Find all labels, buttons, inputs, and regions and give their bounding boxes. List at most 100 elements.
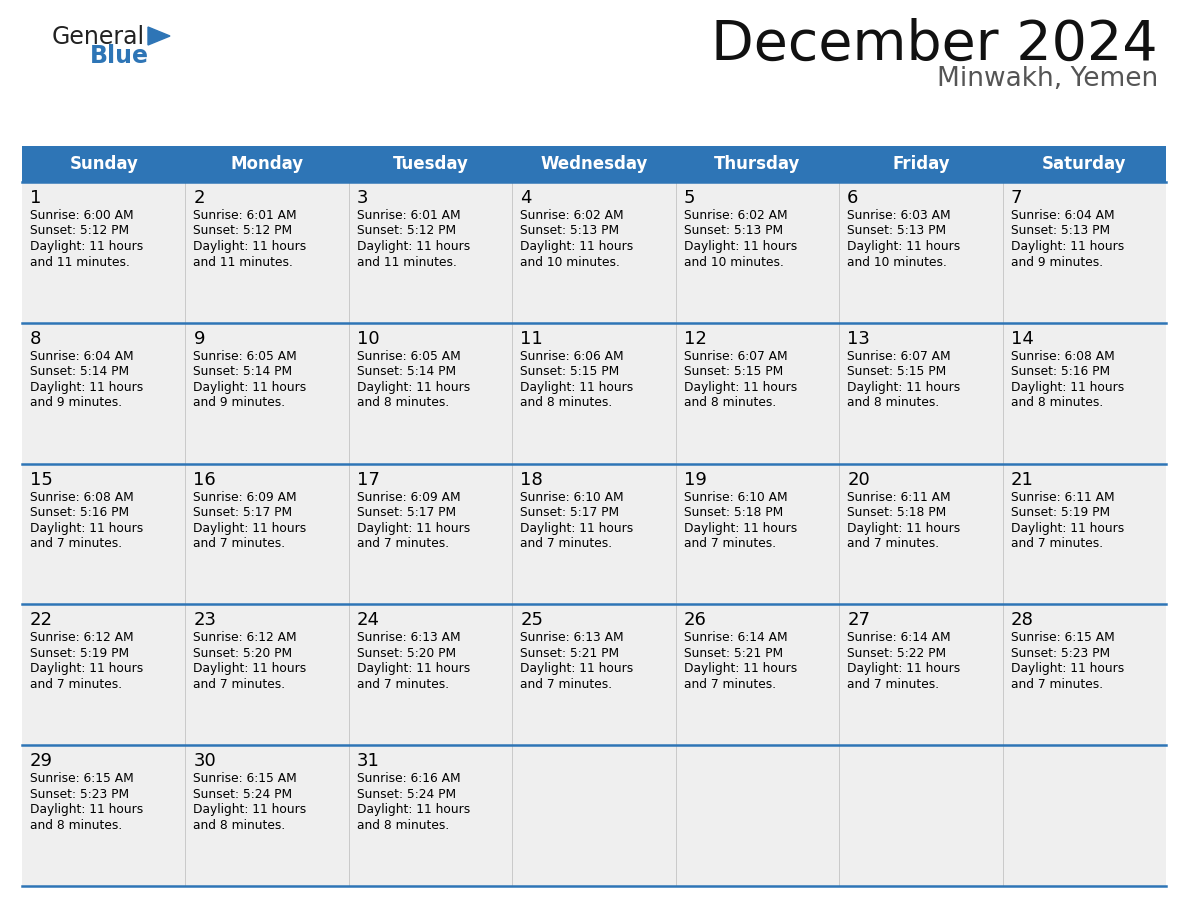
Text: Sunrise: 6:09 AM: Sunrise: 6:09 AM	[356, 490, 461, 504]
Text: 30: 30	[194, 752, 216, 770]
Text: Sunset: 5:12 PM: Sunset: 5:12 PM	[356, 225, 456, 238]
Text: 5: 5	[684, 189, 695, 207]
Text: Daylight: 11 hours: Daylight: 11 hours	[30, 381, 144, 394]
Text: Sunrise: 6:15 AM: Sunrise: 6:15 AM	[1011, 632, 1114, 644]
Text: and 7 minutes.: and 7 minutes.	[520, 677, 612, 691]
Text: and 11 minutes.: and 11 minutes.	[356, 255, 456, 268]
Text: and 7 minutes.: and 7 minutes.	[684, 677, 776, 691]
Text: Sunset: 5:15 PM: Sunset: 5:15 PM	[847, 365, 947, 378]
Text: Sunset: 5:16 PM: Sunset: 5:16 PM	[1011, 365, 1110, 378]
Text: 20: 20	[847, 471, 870, 488]
Text: Daylight: 11 hours: Daylight: 11 hours	[847, 521, 960, 534]
Bar	[23, 464, 1165, 604]
Text: and 8 minutes.: and 8 minutes.	[847, 397, 940, 409]
Bar	[23, 604, 1165, 745]
Text: 19: 19	[684, 471, 707, 488]
Text: 8: 8	[30, 330, 42, 348]
Text: Sunset: 5:13 PM: Sunset: 5:13 PM	[684, 225, 783, 238]
Text: Sunset: 5:13 PM: Sunset: 5:13 PM	[520, 225, 619, 238]
Text: and 11 minutes.: and 11 minutes.	[30, 255, 129, 268]
Text: Sunrise: 6:14 AM: Sunrise: 6:14 AM	[684, 632, 788, 644]
Text: Sunset: 5:21 PM: Sunset: 5:21 PM	[684, 647, 783, 660]
Text: Sunset: 5:18 PM: Sunset: 5:18 PM	[684, 506, 783, 519]
Text: and 9 minutes.: and 9 minutes.	[30, 397, 122, 409]
Text: Sunrise: 6:02 AM: Sunrise: 6:02 AM	[684, 209, 788, 222]
Text: and 7 minutes.: and 7 minutes.	[30, 537, 122, 550]
Text: Daylight: 11 hours: Daylight: 11 hours	[847, 381, 960, 394]
Text: Sunset: 5:17 PM: Sunset: 5:17 PM	[194, 506, 292, 519]
Text: Sunrise: 6:13 AM: Sunrise: 6:13 AM	[356, 632, 461, 644]
Text: Sunrise: 6:05 AM: Sunrise: 6:05 AM	[356, 350, 461, 363]
Text: Sunset: 5:20 PM: Sunset: 5:20 PM	[194, 647, 292, 660]
Text: and 8 minutes.: and 8 minutes.	[194, 819, 285, 832]
Text: Sunset: 5:15 PM: Sunset: 5:15 PM	[684, 365, 783, 378]
Text: and 9 minutes.: and 9 minutes.	[194, 397, 285, 409]
Text: and 10 minutes.: and 10 minutes.	[847, 255, 947, 268]
Text: Daylight: 11 hours: Daylight: 11 hours	[684, 521, 797, 534]
Text: 4: 4	[520, 189, 532, 207]
Text: Monday: Monday	[230, 155, 304, 173]
Text: Daylight: 11 hours: Daylight: 11 hours	[684, 663, 797, 676]
Text: Sunset: 5:14 PM: Sunset: 5:14 PM	[194, 365, 292, 378]
Text: Minwakh, Yemen: Minwakh, Yemen	[937, 66, 1158, 92]
Text: Sunset: 5:16 PM: Sunset: 5:16 PM	[30, 506, 129, 519]
Text: 10: 10	[356, 330, 379, 348]
Text: Daylight: 11 hours: Daylight: 11 hours	[520, 521, 633, 534]
Text: Sunrise: 6:07 AM: Sunrise: 6:07 AM	[847, 350, 950, 363]
Text: Daylight: 11 hours: Daylight: 11 hours	[356, 240, 470, 253]
Text: and 7 minutes.: and 7 minutes.	[847, 537, 940, 550]
Text: Daylight: 11 hours: Daylight: 11 hours	[30, 663, 144, 676]
Text: Sunset: 5:14 PM: Sunset: 5:14 PM	[30, 365, 129, 378]
Text: Daylight: 11 hours: Daylight: 11 hours	[356, 803, 470, 816]
Text: Sunset: 5:13 PM: Sunset: 5:13 PM	[847, 225, 947, 238]
Text: Daylight: 11 hours: Daylight: 11 hours	[1011, 663, 1124, 676]
Text: Sunset: 5:14 PM: Sunset: 5:14 PM	[356, 365, 456, 378]
Bar	[23, 146, 1165, 182]
Text: Daylight: 11 hours: Daylight: 11 hours	[356, 381, 470, 394]
Text: Sunrise: 6:04 AM: Sunrise: 6:04 AM	[1011, 209, 1114, 222]
Text: and 8 minutes.: and 8 minutes.	[30, 819, 122, 832]
Text: Wednesday: Wednesday	[541, 155, 647, 173]
Text: and 7 minutes.: and 7 minutes.	[194, 537, 285, 550]
Text: and 7 minutes.: and 7 minutes.	[684, 537, 776, 550]
Text: 14: 14	[1011, 330, 1034, 348]
Text: Blue: Blue	[90, 44, 148, 68]
Text: Sunrise: 6:15 AM: Sunrise: 6:15 AM	[30, 772, 134, 785]
Text: Sunrise: 6:00 AM: Sunrise: 6:00 AM	[30, 209, 133, 222]
Text: Sunset: 5:21 PM: Sunset: 5:21 PM	[520, 647, 619, 660]
Text: 9: 9	[194, 330, 204, 348]
Text: and 7 minutes.: and 7 minutes.	[847, 677, 940, 691]
Text: 22: 22	[30, 611, 53, 630]
Text: December 2024: December 2024	[712, 18, 1158, 72]
Text: Sunrise: 6:05 AM: Sunrise: 6:05 AM	[194, 350, 297, 363]
Text: and 8 minutes.: and 8 minutes.	[684, 397, 776, 409]
Text: Daylight: 11 hours: Daylight: 11 hours	[520, 240, 633, 253]
Text: and 7 minutes.: and 7 minutes.	[356, 537, 449, 550]
Text: Daylight: 11 hours: Daylight: 11 hours	[1011, 521, 1124, 534]
Text: 11: 11	[520, 330, 543, 348]
Text: Daylight: 11 hours: Daylight: 11 hours	[194, 240, 307, 253]
Text: 6: 6	[847, 189, 859, 207]
Text: Sunrise: 6:14 AM: Sunrise: 6:14 AM	[847, 632, 950, 644]
Text: and 9 minutes.: and 9 minutes.	[1011, 255, 1102, 268]
Text: Daylight: 11 hours: Daylight: 11 hours	[684, 381, 797, 394]
Text: Sunrise: 6:08 AM: Sunrise: 6:08 AM	[1011, 350, 1114, 363]
Text: Sunrise: 6:02 AM: Sunrise: 6:02 AM	[520, 209, 624, 222]
Text: and 7 minutes.: and 7 minutes.	[1011, 677, 1102, 691]
Text: Saturday: Saturday	[1042, 155, 1126, 173]
Text: Sunset: 5:23 PM: Sunset: 5:23 PM	[1011, 647, 1110, 660]
Text: and 7 minutes.: and 7 minutes.	[30, 677, 122, 691]
Text: Sunset: 5:12 PM: Sunset: 5:12 PM	[30, 225, 129, 238]
Text: and 10 minutes.: and 10 minutes.	[684, 255, 784, 268]
Text: Sunset: 5:15 PM: Sunset: 5:15 PM	[520, 365, 619, 378]
Text: 25: 25	[520, 611, 543, 630]
Text: Daylight: 11 hours: Daylight: 11 hours	[194, 381, 307, 394]
Text: Sunrise: 6:11 AM: Sunrise: 6:11 AM	[847, 490, 950, 504]
Text: Sunrise: 6:10 AM: Sunrise: 6:10 AM	[520, 490, 624, 504]
Text: 3: 3	[356, 189, 368, 207]
Text: Daylight: 11 hours: Daylight: 11 hours	[1011, 381, 1124, 394]
Text: Sunset: 5:17 PM: Sunset: 5:17 PM	[520, 506, 619, 519]
Text: Daylight: 11 hours: Daylight: 11 hours	[684, 240, 797, 253]
Text: 27: 27	[847, 611, 870, 630]
Text: Sunset: 5:22 PM: Sunset: 5:22 PM	[847, 647, 947, 660]
